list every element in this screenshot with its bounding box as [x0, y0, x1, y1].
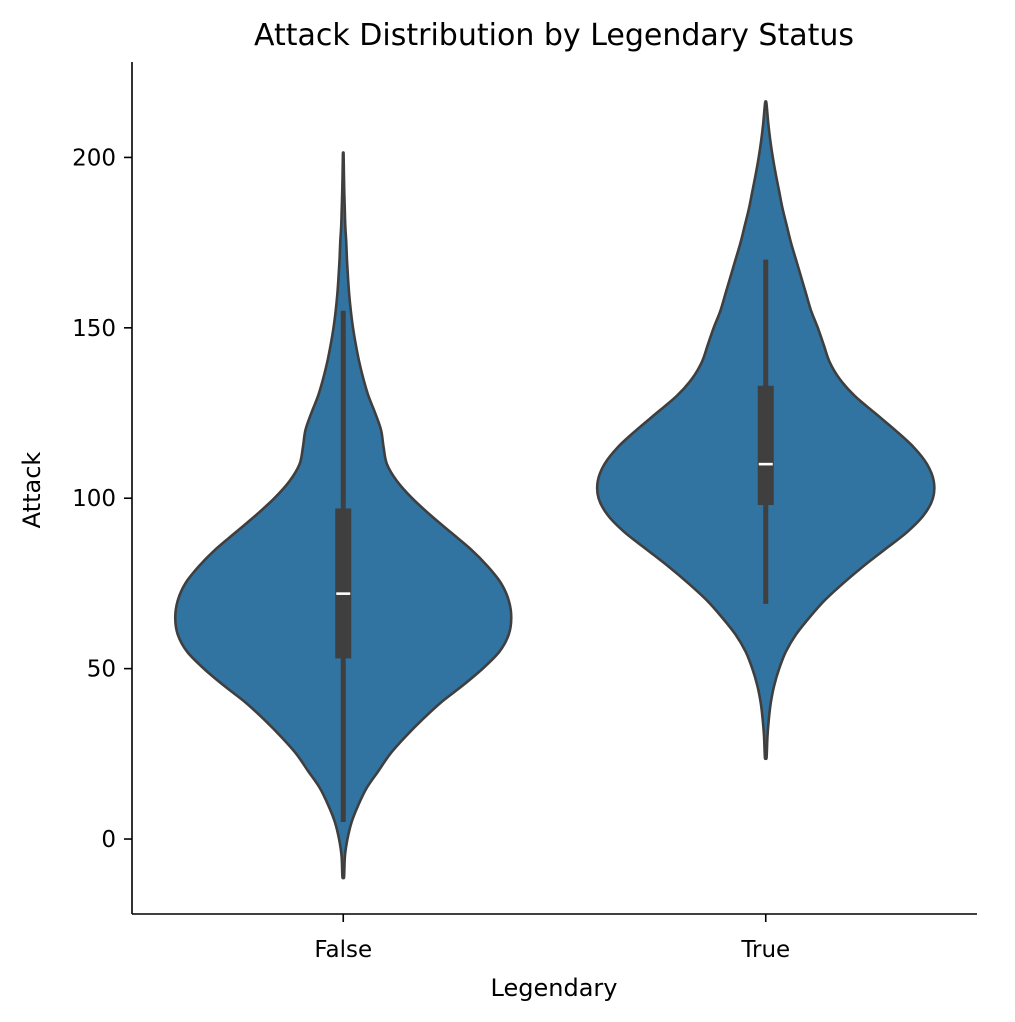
x-tick-label: True: [740, 937, 790, 963]
iqr-box-false: [335, 508, 352, 659]
y-tick-label: 150: [72, 316, 116, 342]
chart-title: Attack Distribution by Legendary Status: [254, 18, 854, 53]
iqr-box-true: [757, 385, 774, 506]
y-tick-label: 0: [101, 827, 116, 853]
x-axis-label: Legendary: [491, 974, 618, 1002]
y-tick-label: 100: [72, 486, 116, 512]
y-tick-label: 200: [72, 145, 116, 171]
axes: 0 50 100 150 200 False True: [72, 62, 977, 963]
violins-layer: [173, 100, 936, 880]
x-tick-label: False: [314, 937, 372, 963]
y-axis-ticks: 0 50 100 150 200: [72, 145, 132, 853]
y-axis-label: Attack: [18, 452, 46, 529]
x-axis-ticks: False True: [314, 914, 790, 963]
y-tick-label: 50: [87, 657, 116, 683]
